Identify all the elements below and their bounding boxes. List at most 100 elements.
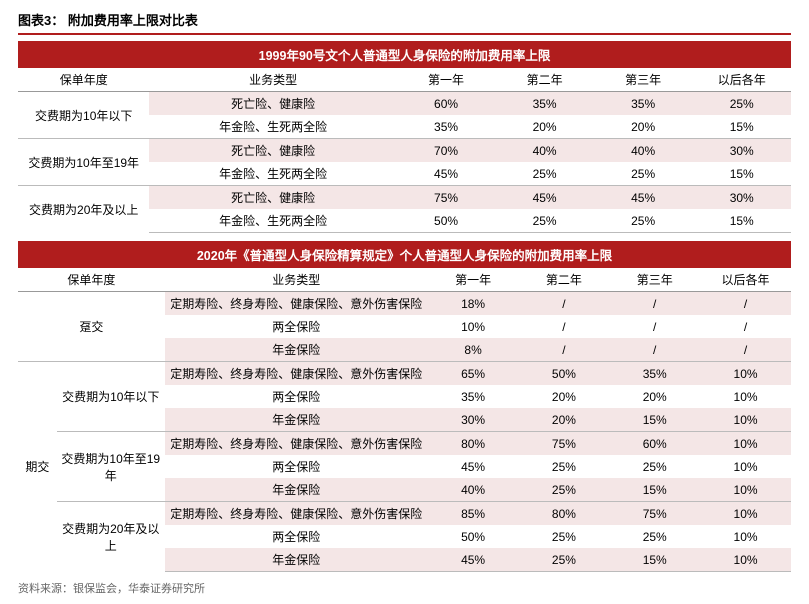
value-cell: 65% [428, 362, 519, 386]
value-cell: 25% [519, 548, 610, 572]
table-1999: 1999年90号文个人普通型人身保险的附加费用率上限 保单年度 业务类型 第一年… [18, 41, 791, 233]
col-h: 保单年度 [18, 268, 165, 292]
value-cell: 10% [700, 385, 791, 408]
value-cell: / [519, 315, 610, 338]
value-cell: 60% [397, 92, 496, 116]
value-cell: / [700, 292, 791, 316]
table2-banner-row: 2020年《普通型人身保险精算规定》个人普通型人身保险的附加费用率上限 [18, 241, 791, 268]
value-cell: 25% [519, 525, 610, 548]
source-text: 资料来源：银保监会，华泰证券研究所 [18, 580, 791, 596]
value-cell: 10% [700, 502, 791, 526]
col-h: 第三年 [594, 68, 693, 92]
value-cell: 50% [428, 525, 519, 548]
value-cell: 15% [692, 162, 791, 186]
table2-col-header: 保单年度 业务类型 第一年 第二年 第三年 以后各年 [18, 268, 791, 292]
table-row: 交费期为10年以下死亡险、健康险60%35%35%25% [18, 92, 791, 116]
value-cell: 80% [519, 502, 610, 526]
value-cell: 10% [700, 362, 791, 386]
biz-type: 定期寿险、终身寿险、健康保险、意外伤害保险 [165, 292, 428, 316]
value-cell: 35% [428, 385, 519, 408]
table1-banner-row: 1999年90号文个人普通型人身保险的附加费用率上限 [18, 41, 791, 68]
table-row: 期交交费期为10年以下定期寿险、终身寿险、健康保险、意外伤害保险65%50%35… [18, 362, 791, 386]
value-cell: 15% [692, 115, 791, 139]
value-cell: / [609, 315, 700, 338]
value-cell: 75% [397, 186, 496, 210]
value-cell: 40% [428, 478, 519, 502]
table-row: 交费期为20年及以上定期寿险、终身寿险、健康保险、意外伤害保险85%80%75%… [18, 502, 791, 526]
value-cell: 10% [700, 455, 791, 478]
value-cell: 75% [519, 432, 610, 456]
biz-type: 两全保险 [165, 315, 428, 338]
value-cell: 40% [495, 139, 594, 163]
table1-col-header: 保单年度 业务类型 第一年 第二年 第三年 以后各年 [18, 68, 791, 92]
value-cell: 35% [594, 92, 693, 116]
table-2020: 2020年《普通型人身保险精算规定》个人普通型人身保险的附加费用率上限 保单年度… [18, 241, 791, 572]
group-label: 交费期为10年至19年 [18, 139, 149, 186]
biz-type: 定期寿险、终身寿险、健康保险、意外伤害保险 [165, 502, 428, 526]
value-cell: 25% [519, 455, 610, 478]
value-cell: 60% [609, 432, 700, 456]
biz-type: 两全保险 [165, 385, 428, 408]
value-cell: 10% [700, 525, 791, 548]
value-cell: 30% [692, 186, 791, 210]
table-row: 交费期为10年至19年死亡险、健康险70%40%40%30% [18, 139, 791, 163]
biz-type: 死亡险、健康险 [149, 186, 396, 210]
value-cell: 40% [594, 139, 693, 163]
col-h: 以后各年 [692, 68, 791, 92]
outer-group-label: 趸交 [18, 292, 165, 362]
group-label: 交费期为10年以下 [18, 92, 149, 139]
value-cell: 20% [609, 385, 700, 408]
col-h: 第二年 [519, 268, 610, 292]
value-cell: 50% [519, 362, 610, 386]
value-cell: 70% [397, 139, 496, 163]
value-cell: 30% [428, 408, 519, 432]
value-cell: 45% [495, 186, 594, 210]
value-cell: 25% [495, 162, 594, 186]
value-cell: 10% [700, 478, 791, 502]
col-h: 业务类型 [165, 268, 428, 292]
value-cell: 8% [428, 338, 519, 362]
col-h: 第二年 [495, 68, 594, 92]
value-cell: 85% [428, 502, 519, 526]
biz-type: 年金险、生死两全险 [149, 162, 396, 186]
biz-type: 年金险、生死两全险 [149, 115, 396, 139]
value-cell: 25% [692, 92, 791, 116]
col-h: 第一年 [397, 68, 496, 92]
col-h: 第三年 [609, 268, 700, 292]
value-cell: 45% [594, 186, 693, 210]
value-cell: 75% [609, 502, 700, 526]
value-cell: 45% [428, 548, 519, 572]
biz-type: 年金保险 [165, 338, 428, 362]
value-cell: / [609, 338, 700, 362]
biz-type: 定期寿险、终身寿险、健康保险、意外伤害保险 [165, 362, 428, 386]
biz-type: 年金保险 [165, 408, 428, 432]
biz-type: 年金险、生死两全险 [149, 209, 396, 233]
value-cell: 25% [609, 455, 700, 478]
value-cell: / [519, 338, 610, 362]
value-cell: 20% [519, 408, 610, 432]
value-cell: 10% [700, 548, 791, 572]
value-cell: 20% [495, 115, 594, 139]
value-cell: 15% [692, 209, 791, 233]
value-cell: 35% [609, 362, 700, 386]
sub-group-label: 交费期为10年至19年 [57, 432, 165, 502]
value-cell: 20% [594, 115, 693, 139]
table1-banner: 1999年90号文个人普通型人身保险的附加费用率上限 [18, 41, 791, 68]
table-row: 趸交定期寿险、终身寿险、健康保险、意外伤害保险18%/// [18, 292, 791, 316]
biz-type: 年金保险 [165, 478, 428, 502]
value-cell: 35% [397, 115, 496, 139]
value-cell: 20% [519, 385, 610, 408]
biz-type: 年金保险 [165, 548, 428, 572]
value-cell: 80% [428, 432, 519, 456]
col-h: 第一年 [428, 268, 519, 292]
value-cell: 25% [495, 209, 594, 233]
value-cell: 30% [692, 139, 791, 163]
value-cell: 25% [519, 478, 610, 502]
col-h: 保单年度 [18, 68, 149, 92]
value-cell: 50% [397, 209, 496, 233]
table2-banner: 2020年《普通型人身保险精算规定》个人普通型人身保险的附加费用率上限 [18, 241, 791, 268]
value-cell: 25% [594, 209, 693, 233]
table-row: 交费期为10年至19年定期寿险、终身寿险、健康保险、意外伤害保险80%75%60… [18, 432, 791, 456]
value-cell: / [700, 315, 791, 338]
value-cell: 25% [594, 162, 693, 186]
